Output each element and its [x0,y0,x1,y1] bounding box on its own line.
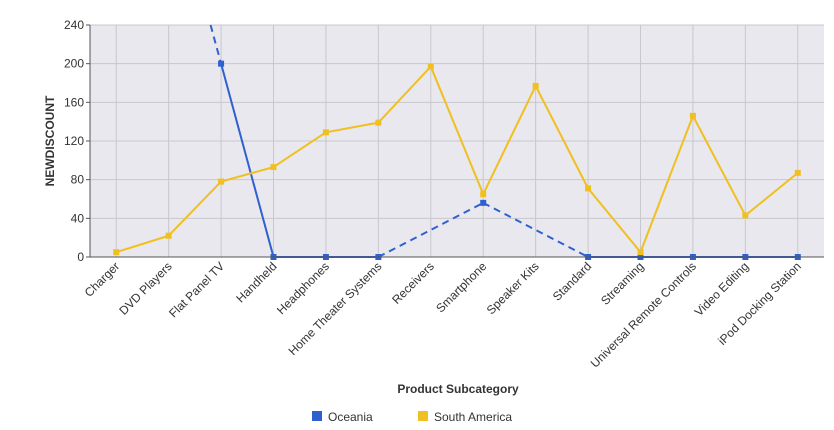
x-tick-label: Streaming [598,259,647,308]
data-point [689,112,696,119]
x-tick-label: Smartphone [433,259,489,315]
series-line [377,65,432,124]
series-line [692,115,747,216]
x-tick-label: Handheld [233,259,279,305]
x-tick-label: DVD Players [116,259,174,317]
series-line-gap [377,201,484,258]
y-tick-label: 240 [64,18,84,32]
legend: Oceania South America [312,410,512,424]
y-tick-label: 0 [77,250,84,264]
x-tick-label: Home Theater Systems [286,259,385,358]
data-point [794,169,801,176]
series-line [325,121,379,134]
y-tick-label: 200 [64,57,84,71]
data-point [742,212,749,219]
legend-swatch [312,411,322,421]
x-tick-label: Receivers [389,259,437,307]
y-tick-label: 40 [71,211,85,225]
legend-swatch [418,411,428,421]
series-line [587,187,642,253]
legend-label: Oceania [328,410,373,424]
series-line-gap [482,201,589,258]
data-point [480,191,487,198]
series-line [220,63,275,258]
series-line [220,166,274,183]
data-point [322,129,329,136]
data-point [270,164,277,171]
data-point [218,178,225,185]
series-line [272,131,327,168]
x-axis-title: Product Subcategory [397,382,519,396]
series-line [167,180,222,237]
series-south-america [113,63,801,256]
x-tick-label: Universal Remote Controls [588,259,699,370]
data-point [427,63,434,70]
data-point [218,60,225,67]
y-tick-label: 80 [71,173,85,187]
data-point [375,119,382,126]
series-line [744,172,799,217]
x-tick-label: Flat Panel TV [166,259,227,320]
data-point [637,249,644,256]
data-point [113,249,120,256]
y-tick-label: 160 [64,95,84,109]
legend-label: South America [434,410,512,424]
series-line [115,234,169,254]
series-line-gap [209,24,223,64]
x-tick-label: Charger [82,259,123,300]
data-point [532,82,539,89]
series-line [534,85,589,189]
x-tick-label: Speaker Kits [484,259,542,317]
x-tick-label: Headphones [274,259,332,317]
series-line [482,85,537,195]
x-tick-label: Standard [550,259,594,303]
data-point [480,199,487,206]
y-axis-title: NEWDISCOUNT [43,95,57,186]
series-line [639,115,694,253]
series-line [429,66,485,195]
data-point [585,185,592,192]
data-point [165,232,172,239]
y-tick-label: 120 [64,134,84,148]
